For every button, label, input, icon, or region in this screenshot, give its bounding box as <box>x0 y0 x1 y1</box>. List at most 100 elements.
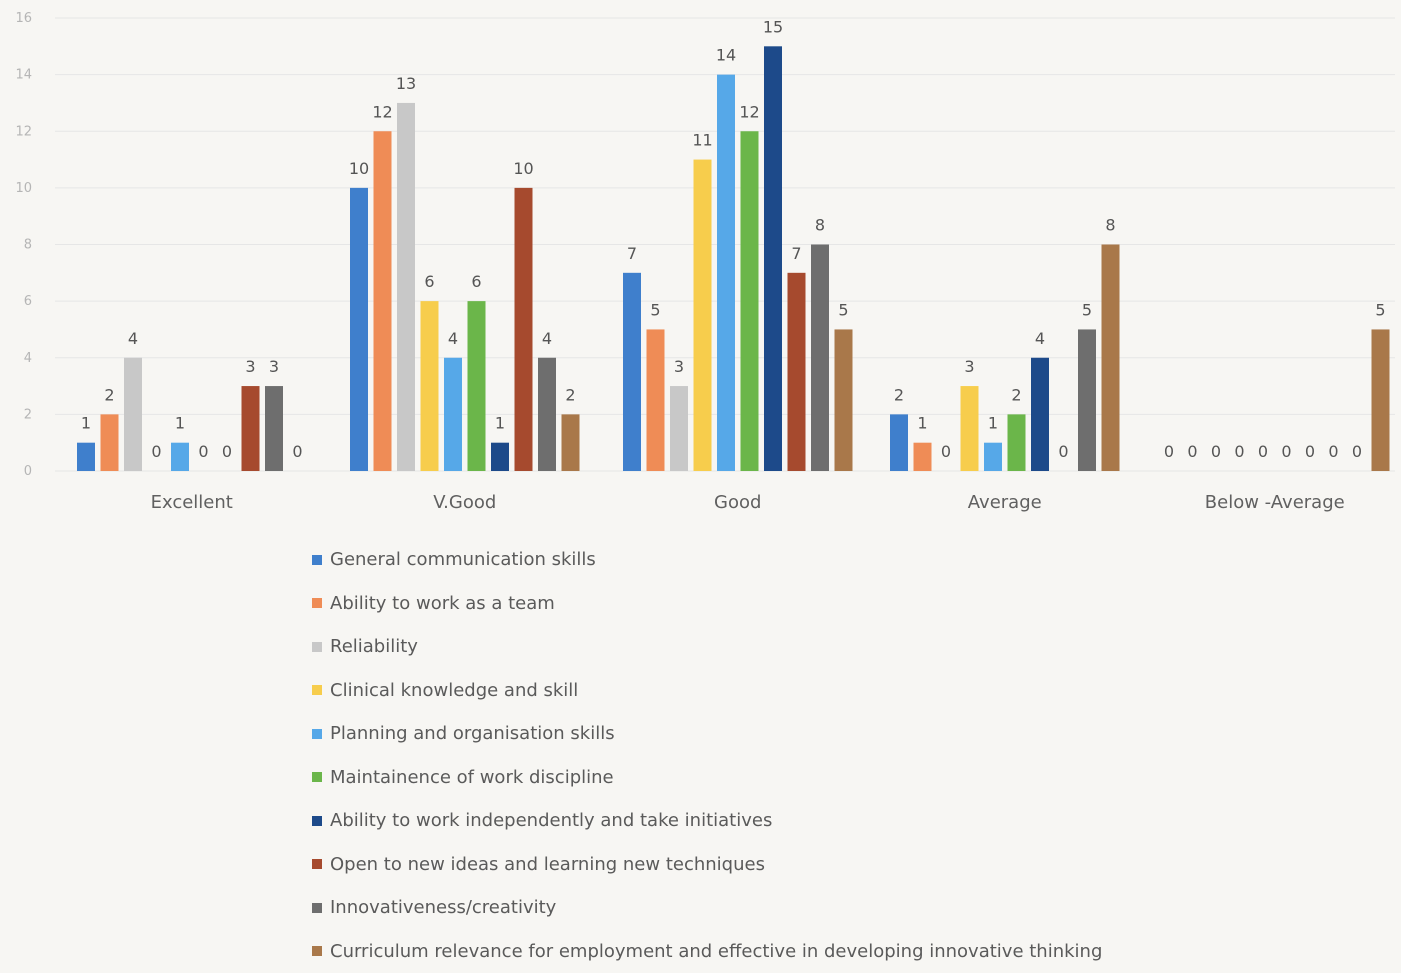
legend-label: General communication skills <box>330 549 596 570</box>
bar <box>397 103 415 471</box>
y-tick-label: 0 <box>24 464 32 479</box>
legend-item: General communication skills <box>312 538 1102 582</box>
bar <box>694 160 712 471</box>
legend-label: Ability to work as a team <box>330 593 555 614</box>
data-label: 0 <box>1328 442 1338 461</box>
legend-swatch <box>312 555 322 565</box>
bar <box>1008 414 1026 471</box>
data-label: 0 <box>222 442 232 461</box>
data-label: 0 <box>1058 442 1068 461</box>
data-label: 2 <box>565 385 575 404</box>
data-label: 15 <box>763 17 783 36</box>
x-category-label: Excellent <box>151 492 233 513</box>
data-label: 0 <box>1281 442 1291 461</box>
data-label: 3 <box>245 357 255 376</box>
legend-item: Ability to work independently and take i… <box>312 799 1102 843</box>
data-label: 6 <box>424 272 434 291</box>
data-label: 7 <box>791 244 801 263</box>
bar <box>374 131 392 471</box>
legend-swatch <box>312 903 322 913</box>
legend-label: Reliability <box>330 636 418 657</box>
bar <box>811 245 829 472</box>
bar <box>741 131 759 471</box>
bar <box>647 329 665 471</box>
data-label: 0 <box>151 442 161 461</box>
data-label: 3 <box>964 357 974 376</box>
legend-label: Curriculum relevance for employment and … <box>330 941 1102 962</box>
bar <box>1031 358 1049 471</box>
data-label: 0 <box>1305 442 1315 461</box>
legend-swatch <box>312 772 322 782</box>
data-label: 1 <box>495 414 505 433</box>
legend-item: Maintainence of work discipline <box>312 756 1102 800</box>
bar <box>914 443 932 471</box>
x-category-label: V.Good <box>433 492 496 513</box>
legend-label: Innovativeness/creativity <box>330 897 556 918</box>
legend-item: Open to new ideas and learning new techn… <box>312 843 1102 887</box>
legend-swatch <box>312 859 322 869</box>
bar <box>515 188 533 471</box>
data-label: 0 <box>292 442 302 461</box>
bars <box>77 46 1390 471</box>
bar <box>1102 245 1120 472</box>
legend-label: Open to new ideas and learning new techn… <box>330 854 765 875</box>
data-label: 13 <box>396 74 416 93</box>
data-label: 0 <box>1234 442 1244 461</box>
data-label: 12 <box>372 102 392 121</box>
legend-item: Planning and organisation skills <box>312 712 1102 756</box>
bar <box>961 386 979 471</box>
legend-label: Ability to work independently and take i… <box>330 810 772 831</box>
data-label: 5 <box>838 300 848 319</box>
data-label: 0 <box>1211 442 1221 461</box>
bar <box>984 443 1002 471</box>
data-label: 10 <box>513 159 533 178</box>
y-tick-label: 10 <box>15 181 32 196</box>
y-tick-label: 12 <box>15 124 32 139</box>
data-label: 5 <box>650 300 660 319</box>
data-label: 2 <box>1011 385 1021 404</box>
data-label: 12 <box>739 102 759 121</box>
data-label: 1 <box>81 414 91 433</box>
bar <box>835 329 853 471</box>
legend-item: Ability to work as a team <box>312 582 1102 626</box>
legend-swatch <box>312 598 322 608</box>
legend-swatch <box>312 685 322 695</box>
bar <box>101 414 119 471</box>
data-label: 2 <box>104 385 114 404</box>
bar <box>77 443 95 471</box>
x-category-label: Average <box>968 492 1042 513</box>
data-label: 8 <box>1105 216 1115 235</box>
data-label: 5 <box>1082 300 1092 319</box>
data-label: 0 <box>1187 442 1197 461</box>
y-tick-label: 2 <box>24 407 32 422</box>
bar <box>350 188 368 471</box>
data-label: 0 <box>1258 442 1268 461</box>
bar <box>468 301 486 471</box>
legend-item: Curriculum relevance for employment and … <box>312 930 1102 973</box>
legend-swatch <box>312 729 322 739</box>
data-label: 3 <box>269 357 279 376</box>
x-category-label: Below -Average <box>1205 492 1345 513</box>
data-label: 4 <box>128 329 138 348</box>
data-label: 0 <box>1164 442 1174 461</box>
data-label: 1 <box>175 414 185 433</box>
y-tick-label: 14 <box>15 68 32 83</box>
legend-swatch <box>312 642 322 652</box>
y-tick-label: 6 <box>24 294 32 309</box>
bar <box>444 358 462 471</box>
x-category-label: Good <box>714 492 761 513</box>
bar <box>670 386 688 471</box>
data-label: 3 <box>674 357 684 376</box>
data-label: 11 <box>692 131 712 150</box>
bar <box>1078 329 1096 471</box>
bar <box>890 414 908 471</box>
legend-item: Reliability <box>312 625 1102 669</box>
bar <box>421 301 439 471</box>
bar <box>242 386 260 471</box>
data-label: 6 <box>471 272 481 291</box>
data-label: 0 <box>198 442 208 461</box>
bar <box>171 443 189 471</box>
bar <box>538 358 556 471</box>
data-label: 0 <box>941 442 951 461</box>
